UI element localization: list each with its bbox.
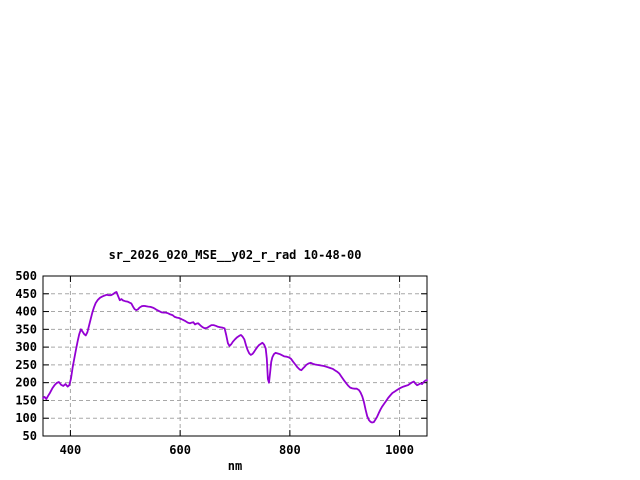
y-tick-label: 350 <box>15 322 37 336</box>
chart-title: sr_2026_020_MSE__y02_r_rad 10-48-00 <box>108 248 362 262</box>
plot-frame <box>42 275 428 437</box>
y-tick-label: 450 <box>15 287 37 301</box>
x-tick-label: 800 <box>279 443 301 457</box>
x-tick-label: 400 <box>60 443 82 457</box>
x-tick-label: 600 <box>169 443 191 457</box>
y-tick-label: 50 <box>23 429 37 443</box>
y-tick-label: 300 <box>15 340 37 354</box>
y-tick-label: 200 <box>15 376 37 390</box>
x-axis-label: nm <box>227 459 243 473</box>
y-tick-label: 150 <box>15 393 37 407</box>
spectral-curve <box>42 291 428 424</box>
y-tick-label: 500 <box>15 269 37 283</box>
y-tick-label: 100 <box>15 411 37 425</box>
x-tick-label: 1000 <box>385 443 414 457</box>
y-tick-label: 400 <box>15 305 37 319</box>
y-tick-label: 250 <box>15 358 37 372</box>
